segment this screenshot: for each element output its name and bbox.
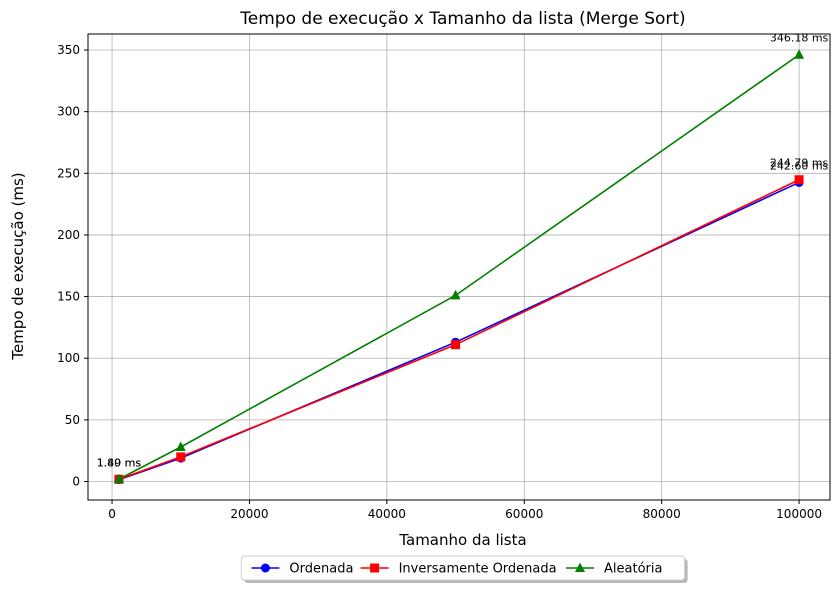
data-point-aleat-ria xyxy=(450,289,461,300)
data-point-inversamente-ordenada xyxy=(794,175,804,185)
data-point-inversamente-ordenada xyxy=(176,452,186,462)
x-tick-label: 80000 xyxy=(643,507,681,521)
y-axis-label: Tempo de execução (ms) xyxy=(9,172,27,360)
legend-frame xyxy=(240,555,686,581)
series-line-aleat-ria xyxy=(118,54,800,480)
series-line-ordenada xyxy=(118,181,800,481)
data-label: 1.80 ms xyxy=(97,456,142,469)
x-axis-label: Tamanho da lista xyxy=(398,531,526,549)
data-point-aleat-ria xyxy=(175,441,186,451)
legend-label-ordenada: Ordenada xyxy=(289,562,353,577)
data-point-aleat-ria xyxy=(794,49,805,59)
legend-label-aleat-ria: Aleatória xyxy=(604,562,662,577)
data-label: 242.60 ms xyxy=(770,159,829,172)
y-tick-label: 150 xyxy=(57,290,80,304)
legend: Ordenada Inversamente Ordenada Aleatória xyxy=(240,555,688,583)
data-point-aleat-ria xyxy=(113,473,124,484)
y-tick-label: 100 xyxy=(57,351,80,365)
x-tick-label: 40000 xyxy=(368,507,406,521)
x-tick-label: 20000 xyxy=(230,507,268,521)
y-tick-label: 0 xyxy=(72,475,80,489)
y-tick-label: 200 xyxy=(57,228,80,242)
y-tick-label: 350 xyxy=(57,43,80,57)
legend-marker-aleat-ria xyxy=(575,562,585,572)
x-tick-label: 60000 xyxy=(505,507,543,521)
legend-marker-inversamente-ordenada xyxy=(370,563,380,573)
data-point-inversamente-ordenada xyxy=(451,340,461,350)
x-tick-label: 100000 xyxy=(776,507,822,521)
legend-label-inversamente-ordenada: Inversamente Ordenada xyxy=(399,562,557,577)
series-line-inversamente-ordenada xyxy=(118,179,800,481)
data-label: 1.49 ms xyxy=(97,457,142,470)
y-tick-label: 300 xyxy=(57,105,80,119)
chart-title: Tempo de execução x Tamanho da lista (Me… xyxy=(239,9,685,29)
axes-frame xyxy=(87,33,831,501)
y-tick-label: 250 xyxy=(57,166,80,180)
plot-area: 0 20000 40000 60000 80000 100000 0 50 100 150 200 2… xyxy=(57,32,831,521)
y-tick-label: 50 xyxy=(65,413,80,427)
data-label: 346.18 ms xyxy=(770,32,829,45)
data-label: 244.79 ms xyxy=(770,157,829,170)
legend-marker-ordenada xyxy=(260,563,270,573)
x-tick-label: 0 xyxy=(108,507,116,521)
